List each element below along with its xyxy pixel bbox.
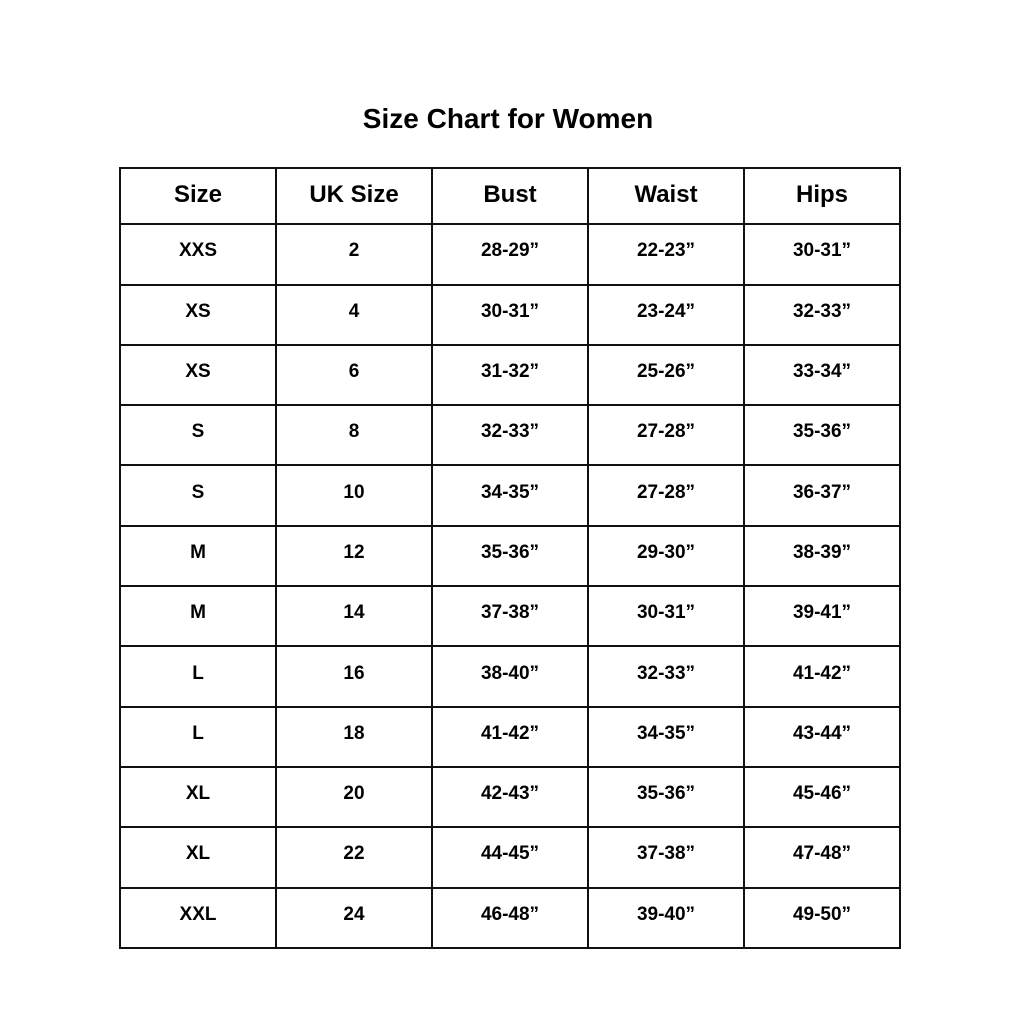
cell-uk-size: 18 [275, 705, 433, 768]
cell-waist: 32-33” [587, 645, 745, 708]
cell-bust: 42-43” [431, 765, 589, 829]
cell-uk-size: 12 [275, 524, 433, 588]
cell-hips: 41-42” [743, 645, 901, 708]
cell-bust: 35-36” [431, 524, 589, 588]
column-header-bust: Bust [431, 166, 589, 226]
size-chart-table: Size UK Size Bust Waist Hips XXS 2 28-29” 22-23… [119, 166, 901, 949]
cell-uk-size: 14 [275, 585, 433, 648]
cell-hips: 45-46” [743, 765, 901, 829]
table-row: XXL 24 46-48” 39-40” 49-50” [119, 886, 901, 949]
cell-waist: 30-31” [587, 585, 745, 648]
table-body: XXS 2 28-29” 22-23” 30-31” XS 4 30-31” 23-24” 32-… [119, 223, 901, 949]
table-row: XS 4 30-31” 23-24” 32-33” [119, 283, 901, 346]
cell-size: M [119, 524, 277, 588]
table-row: S 8 32-33” 27-28” 35-36” [119, 404, 901, 467]
cell-bust: 38-40” [431, 645, 589, 708]
column-header-uk-size: UK Size [275, 166, 433, 226]
cell-hips: 32-33” [743, 283, 901, 346]
cell-bust: 41-42” [431, 705, 589, 768]
cell-hips: 49-50” [743, 886, 901, 949]
cell-waist: 23-24” [587, 283, 745, 346]
table-row: M 14 37-38” 30-31” 39-41” [119, 585, 901, 648]
cell-uk-size: 4 [275, 283, 433, 346]
cell-waist: 39-40” [587, 886, 745, 949]
cell-waist: 35-36” [587, 765, 745, 829]
cell-bust: 46-48” [431, 886, 589, 949]
table-row: XS 6 31-32” 25-26” 33-34” [119, 343, 901, 407]
cell-waist: 37-38” [587, 826, 745, 889]
table-row: XL 22 44-45” 37-38” 47-48” [119, 826, 901, 889]
table-row: L 18 41-42” 34-35” 43-44” [119, 705, 901, 768]
cell-waist: 27-28” [587, 404, 745, 467]
cell-uk-size: 20 [275, 765, 433, 829]
cell-bust: 28-29” [431, 223, 589, 286]
cell-uk-size: 6 [275, 343, 433, 407]
cell-size: XL [119, 826, 277, 889]
cell-hips: 30-31” [743, 223, 901, 286]
cell-bust: 31-32” [431, 343, 589, 407]
cell-bust: 34-35” [431, 464, 589, 527]
cell-size: L [119, 705, 277, 768]
table-row: XL 20 42-43” 35-36” 45-46” [119, 765, 901, 829]
cell-waist: 34-35” [587, 705, 745, 768]
cell-waist: 22-23” [587, 223, 745, 286]
cell-size: XS [119, 283, 277, 346]
cell-waist: 27-28” [587, 464, 745, 527]
column-header-waist: Waist [587, 166, 745, 226]
table-row: M 12 35-36” 29-30” 38-39” [119, 524, 901, 588]
cell-size: L [119, 645, 277, 708]
cell-hips: 43-44” [743, 705, 901, 768]
cell-uk-size: 22 [275, 826, 433, 889]
cell-uk-size: 24 [275, 886, 433, 949]
cell-bust: 30-31” [431, 283, 589, 346]
cell-size: S [119, 404, 277, 467]
cell-hips: 38-39” [743, 524, 901, 588]
table-row: S 10 34-35” 27-28” 36-37” [119, 464, 901, 527]
cell-hips: 36-37” [743, 464, 901, 527]
table-row: L 16 38-40” 32-33” 41-42” [119, 645, 901, 708]
cell-hips: 39-41” [743, 585, 901, 648]
cell-size: XL [119, 765, 277, 829]
cell-uk-size: 16 [275, 645, 433, 708]
cell-bust: 44-45” [431, 826, 589, 889]
page-title: Size Chart for Women [362, 103, 654, 134]
cell-size: M [119, 585, 277, 648]
cell-size: XXL [119, 886, 277, 949]
column-header-size: Size [119, 166, 277, 226]
cell-hips: 47-48” [743, 826, 901, 889]
cell-waist: 25-26” [587, 343, 745, 407]
table-row: XXS 2 28-29” 22-23” 30-31” [119, 223, 901, 286]
cell-waist: 29-30” [587, 524, 745, 588]
cell-size: XS [119, 343, 277, 407]
cell-uk-size: 2 [275, 223, 433, 286]
column-header-hips: Hips [743, 166, 901, 226]
cell-uk-size: 8 [275, 404, 433, 467]
cell-hips: 35-36” [743, 404, 901, 467]
cell-bust: 32-33” [431, 404, 589, 467]
cell-uk-size: 10 [275, 464, 433, 527]
table-header-row: Size UK Size Bust Waist Hips [119, 166, 901, 226]
cell-size: S [119, 464, 277, 527]
cell-size: XXS [119, 223, 277, 286]
cell-hips: 33-34” [743, 343, 901, 407]
cell-bust: 37-38” [431, 585, 589, 648]
